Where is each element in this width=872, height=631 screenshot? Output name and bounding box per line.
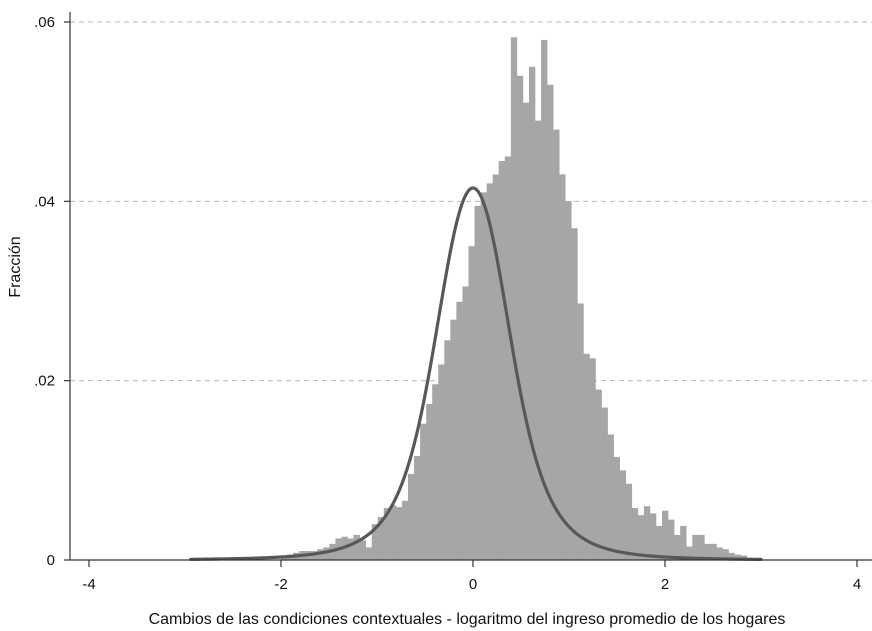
histogram-bar: [420, 423, 427, 560]
tick-labels: 0 .02 .04 .06 -4 -2 0 2 4: [34, 14, 861, 593]
y-tick-label: .06: [34, 14, 55, 31]
histogram-bar: [468, 246, 475, 560]
histogram-bar: [577, 303, 584, 560]
x-tick-label: -2: [274, 576, 287, 593]
histogram-bar: [668, 519, 675, 560]
histogram-bar: [595, 389, 602, 560]
histogram-bar: [619, 470, 627, 560]
histogram-bar: [662, 510, 669, 560]
histogram-bar: [692, 534, 699, 560]
histogram-bar: [686, 546, 693, 560]
histogram-bar: [528, 66, 536, 560]
histogram-bar: [698, 534, 705, 560]
x-axis-title: Cambios de las condiciones contextuales …: [149, 611, 786, 628]
histogram-bar: [601, 407, 608, 560]
histogram-bar: [565, 201, 572, 561]
histogram-bar: [456, 301, 463, 560]
density-curve: [189, 186, 763, 561]
histogram-bar: [510, 37, 518, 560]
histogram-bar: [643, 506, 651, 560]
x-tick-label: 2: [661, 576, 669, 593]
histogram-bar: [492, 174, 500, 560]
histogram-bar: [474, 205, 481, 561]
histogram-bar: [535, 120, 542, 560]
histogram-bar: [317, 549, 324, 560]
y-axis-title: Fracción: [7, 236, 24, 297]
histogram-bar: [450, 319, 457, 560]
histogram-bar: [655, 525, 663, 560]
histogram-bar: [613, 456, 620, 560]
histogram-bar: [734, 554, 741, 560]
x-tick-label: -4: [82, 576, 95, 593]
histogram-bar: [522, 102, 530, 560]
histogram-bar: [389, 505, 397, 560]
histogram-bar: [583, 353, 590, 560]
histogram-bar: [347, 538, 354, 560]
histogram-bar: [377, 516, 385, 560]
histogram-bar: [401, 500, 409, 560]
histogram-bar: [353, 534, 360, 560]
histogram-bar: [444, 340, 451, 560]
histogram-bar: [589, 358, 596, 560]
histogram-bar: [383, 507, 391, 560]
histogram-bar: [359, 540, 366, 560]
histogram-bar: [504, 156, 512, 560]
histogram-bar: [704, 543, 711, 560]
histogram-bar: [710, 543, 717, 560]
histogram-bar: [541, 39, 548, 560]
histogram-bar: [547, 84, 554, 561]
histogram-bar: [680, 525, 687, 560]
histogram-bar: [716, 547, 723, 560]
histogram-bars: [281, 37, 747, 561]
histogram-bar: [728, 552, 735, 560]
histogram-bar: [649, 513, 657, 560]
histogram-bar: [480, 192, 487, 560]
histogram-bar: [553, 129, 560, 560]
histogram-bar: [408, 473, 415, 560]
histogram-bar: [365, 547, 373, 560]
histogram-bar: [559, 174, 566, 560]
histogram-bar: [637, 515, 645, 560]
histogram-bar: [323, 547, 330, 560]
y-tick-label: .02: [34, 373, 55, 390]
histogram-bar: [607, 434, 614, 560]
histogram-bar: [674, 534, 681, 560]
histogram-bar: [371, 524, 379, 560]
histogram-bar: [426, 403, 433, 560]
histogram-bar: [516, 75, 524, 561]
histogram-bar: [571, 228, 578, 560]
x-tick-label: 0: [469, 576, 477, 593]
histogram-bar: [432, 384, 439, 560]
histogram-bar: [486, 183, 493, 560]
histogram-bar: [462, 286, 469, 560]
axes: [64, 12, 872, 567]
histogram-bar: [625, 483, 633, 560]
histogram-bar: [438, 364, 445, 560]
histogram-bar: [498, 160, 506, 560]
histogram-bar: [414, 455, 421, 560]
y-tick-label: 0: [47, 552, 55, 569]
y-tick-label: .04: [34, 193, 55, 210]
histogram-bar: [311, 551, 318, 560]
histogram-bar: [631, 507, 639, 560]
histogram-bar: [281, 557, 288, 560]
histogram-bar: [722, 549, 729, 560]
histogram-bar: [395, 507, 403, 560]
x-tick-label: 4: [853, 576, 861, 593]
density-curve-layer: [189, 186, 763, 561]
